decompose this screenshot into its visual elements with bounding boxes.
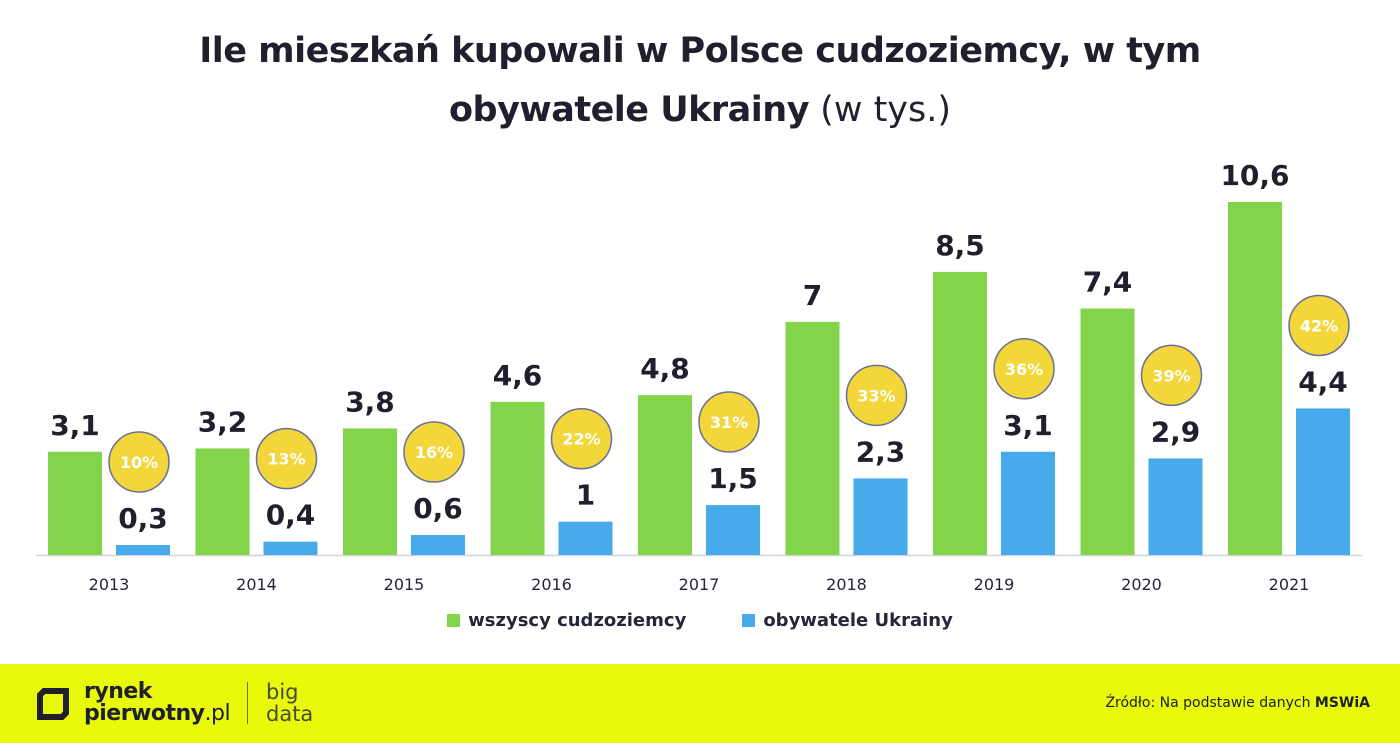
share-label-2021: 42% xyxy=(1300,316,1338,335)
legend-label-all-foreigners: wszyscy cudzoziemcy xyxy=(468,610,687,631)
x-tick-label-2013: 2013 xyxy=(89,575,130,594)
value-label-all-2016: 4,6 xyxy=(493,359,543,392)
value-label-ukraine-2013: 0,3 xyxy=(118,502,168,535)
footer-bar: rynek pierwotny.pl big data Źródło: Na p… xyxy=(0,664,1400,743)
value-label-ukraine-2020: 2,9 xyxy=(1151,415,1201,448)
value-label-all-2013: 3,1 xyxy=(50,409,100,442)
value-label-all-2014: 3,2 xyxy=(198,405,248,438)
title-line-1-text: Ile mieszkań kupowali w Polsce cudzoziem… xyxy=(199,31,1201,71)
big-data-line-1: big xyxy=(266,680,299,704)
share-circle-2020 xyxy=(1140,344,1203,407)
share-circle-2017 xyxy=(698,391,760,453)
value-label-ukraine-2016: 1 xyxy=(576,479,595,512)
share-label-2014: 13% xyxy=(267,450,305,469)
bar-ukraine-2013 xyxy=(116,545,170,555)
bar-all-foreigners-2017 xyxy=(638,395,692,555)
chart-title: Ile mieszkań kupowali w Polsce cudzoziem… xyxy=(0,22,1400,140)
share-circle-2015 xyxy=(403,421,465,483)
big-data-line-2: data xyxy=(266,702,314,726)
logo-line-2: pierwotny.pl xyxy=(84,701,231,726)
x-tick-label-2015: 2015 xyxy=(384,575,425,594)
big-data-logo: big data xyxy=(266,681,313,725)
share-circle-2021 xyxy=(1288,294,1350,357)
bar-ukraine-2014 xyxy=(263,541,318,555)
share-label-2013: 10% xyxy=(120,453,158,472)
share-circle-2019 xyxy=(993,338,1055,400)
value-label-ukraine-2018: 2,3 xyxy=(856,435,906,468)
x-tick-label-2018: 2018 xyxy=(826,575,867,594)
bar-ukraine-2018 xyxy=(853,478,908,555)
value-label-all-2020: 7,4 xyxy=(1083,266,1133,299)
logo-mark-icon xyxy=(37,688,69,720)
value-label-ukraine-2014: 0,4 xyxy=(266,499,316,532)
value-label-all-2019: 8,5 xyxy=(935,229,985,262)
share-label-2015: 16% xyxy=(415,443,453,462)
source-note: Źródło: Na podstawie danych MSWiA xyxy=(1105,695,1370,711)
value-label-all-2021: 10,6 xyxy=(1220,159,1289,192)
legend-item-ukraine: obywatele Ukrainy xyxy=(742,610,953,631)
value-label-all-2018: 7 xyxy=(803,279,822,312)
x-tick-label-2020: 2020 xyxy=(1121,575,1162,594)
value-label-all-2017: 4,8 xyxy=(640,352,690,385)
share-label-2016: 22% xyxy=(562,430,600,449)
share-label-2020: 39% xyxy=(1152,366,1190,385)
value-label-ukraine-2015: 0,6 xyxy=(413,492,463,525)
source-prefix: Źródło: Na podstawie danych xyxy=(1105,695,1311,711)
logo-wordmark: rynek pierwotny.pl xyxy=(84,679,231,726)
bar-ukraine-2017 xyxy=(706,505,760,555)
value-label-ukraine-2017: 1,5 xyxy=(708,462,758,495)
bar-ukraine-2016 xyxy=(558,521,613,555)
value-label-ukraine-2021: 4,4 xyxy=(1298,365,1348,398)
x-tick-label-2019: 2019 xyxy=(974,575,1015,594)
legend-item-all-foreigners: wszyscy cudzoziemcy xyxy=(447,610,686,631)
title-line-1: Ile mieszkań kupowali w Polsce cudzoziem… xyxy=(0,22,1400,81)
x-tick-label-2014: 2014 xyxy=(236,575,277,594)
legend-label-ukraine: obywatele Ukrainy xyxy=(763,610,953,631)
bar-all-foreigners-2013 xyxy=(48,451,102,555)
bar-ukraine-2020 xyxy=(1148,458,1203,555)
bar-all-foreigners-2014 xyxy=(195,448,250,555)
share-label-2018: 33% xyxy=(857,386,895,405)
value-label-all-2015: 3,8 xyxy=(345,385,395,418)
legend-swatch-green xyxy=(447,614,461,627)
share-circle-2014 xyxy=(255,427,318,490)
logo-divider xyxy=(247,682,248,724)
bar-all-foreigners-2015 xyxy=(343,428,397,555)
title-line-2: obywatele Ukrainy (w tys.) xyxy=(0,81,1400,140)
bar-chart: 3,1 0,3 10% 2013 3,2 0,4 13% 2014 3,8 0,6 16% 2015 4… xyxy=(36,159,1362,594)
logo-line-1: rynek xyxy=(84,679,152,704)
bar-all-foreigners-2020 xyxy=(1080,308,1135,555)
bar-all-foreigners-2021 xyxy=(1228,202,1282,555)
share-circle-2018 xyxy=(845,364,908,427)
bar-ukraine-2021 xyxy=(1296,408,1350,555)
legend-swatch-blue xyxy=(742,614,756,627)
bar-all-foreigners-2019 xyxy=(933,271,987,555)
bar-all-foreigners-2016 xyxy=(490,401,545,555)
bar-all-foreigners-2018 xyxy=(785,321,840,555)
logo-line-2-main: pierwotny xyxy=(84,701,205,726)
share-label-2019: 36% xyxy=(1005,360,1043,379)
title-line-2-bold: obywatele Ukrainy xyxy=(448,90,810,130)
x-tick-label-2017: 2017 xyxy=(679,575,720,594)
x-tick-label-2021: 2021 xyxy=(1269,575,1310,594)
bar-ukraine-2015 xyxy=(411,535,465,555)
x-tick-label-2016: 2016 xyxy=(531,575,572,594)
share-circle-2016 xyxy=(550,407,613,470)
bar-ukraine-2019 xyxy=(1001,451,1055,555)
logo-suffix: .pl xyxy=(204,701,231,726)
source-bold: MSWiA xyxy=(1314,695,1370,711)
value-label-ukraine-2019: 3,1 xyxy=(1003,409,1053,442)
legend: wszyscy cudzoziemcy obywatele Ukrainy xyxy=(0,610,1400,631)
share-label-2017: 31% xyxy=(710,413,748,432)
share-circle-2013 xyxy=(108,431,170,493)
title-line-2-unit: (w tys.) xyxy=(820,90,952,130)
